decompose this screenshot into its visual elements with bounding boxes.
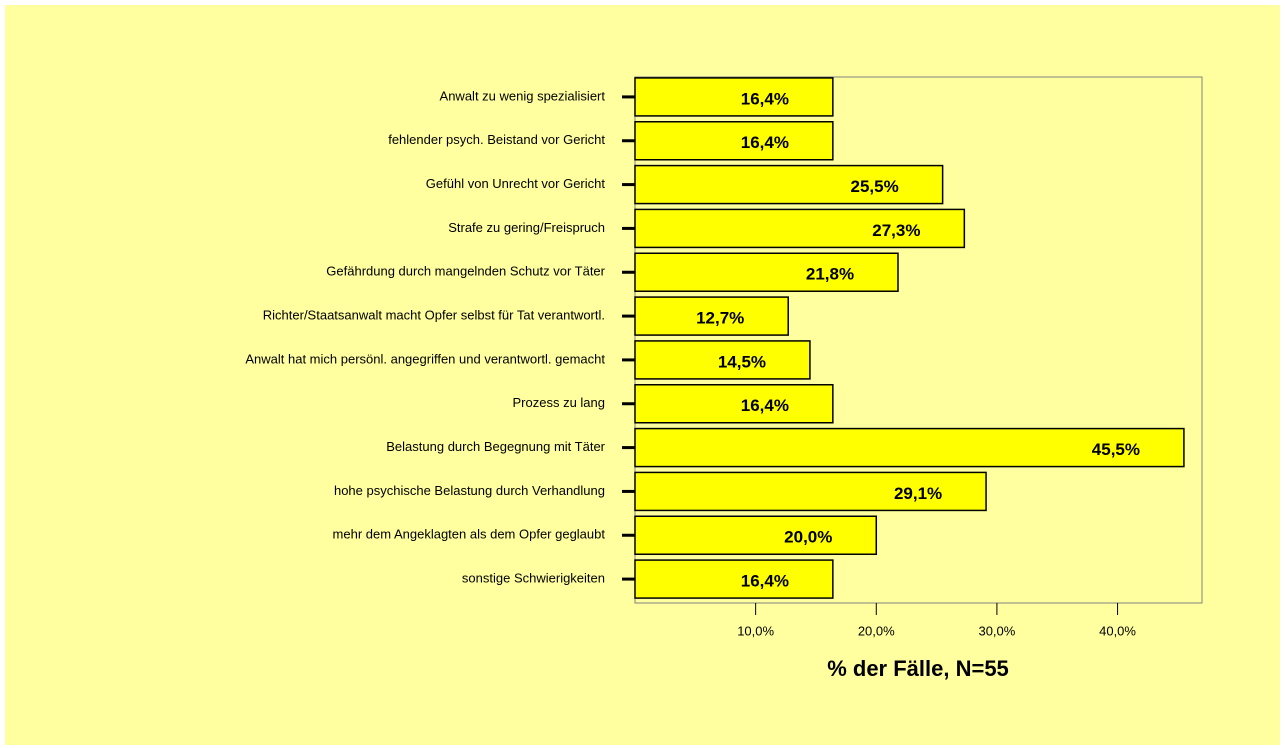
value-label: 21,8% [806,265,854,284]
y-tick-label: Anwalt zu wenig spezialisiert [440,88,606,103]
bar [634,559,834,599]
value-label: 29,1% [894,484,942,503]
y-tick-label: Richter/Staatsanwalt macht Opfer selbst … [263,308,605,323]
x-tick-label: 30,0% [978,623,1015,638]
value-label: 12,7% [696,309,744,328]
y-tick-label: Prozess zu lang [513,395,606,410]
bar [634,121,834,161]
value-label: 45,5% [1092,440,1140,459]
x-tick-label: 20,0% [858,623,895,638]
y-tick-label: sonstige Schwierigkeiten [462,571,605,586]
x-tick-label: 40,0% [1099,623,1136,638]
bar [634,340,811,380]
bar [634,208,966,249]
y-tick-label: fehlender psych. Beistand vor Gericht [388,132,605,147]
value-label: 25,5% [851,177,899,196]
value-label: 16,4% [741,572,789,591]
y-tick-label: Gefühl von Unrecht vor Gericht [426,176,606,191]
x-axis-title: % der Fälle, N=55 [827,656,1009,681]
value-label: 16,4% [741,89,789,108]
bar [634,471,987,512]
bar [634,252,899,292]
bar [634,384,834,424]
value-label: 16,4% [741,396,789,415]
y-tick-label: Strafe zu gering/Freispruch [448,220,605,235]
value-label: 27,3% [872,221,920,240]
y-tick-label: mehr dem Angeklagten als dem Opfer gegla… [333,527,606,542]
value-label: 16,4% [741,133,789,152]
bar [634,515,878,555]
y-tick-label: Belastung durch Begegnung mit Täter [386,439,605,454]
y-tick-label: Gefährdung durch mangelnden Schutz vor T… [326,264,605,279]
value-label: 20,0% [784,528,832,547]
bar [634,77,834,117]
bar [634,164,944,205]
x-tick-label: 10,0% [737,623,774,638]
bar [634,296,789,336]
bar [634,427,1185,468]
y-tick-label: Anwalt hat mich persönl. angegriffen und… [245,351,605,366]
value-label: 14,5% [718,352,766,371]
y-tick-label: hohe psychische Belastung durch Verhandl… [334,483,605,498]
plot-frame [634,76,1203,604]
